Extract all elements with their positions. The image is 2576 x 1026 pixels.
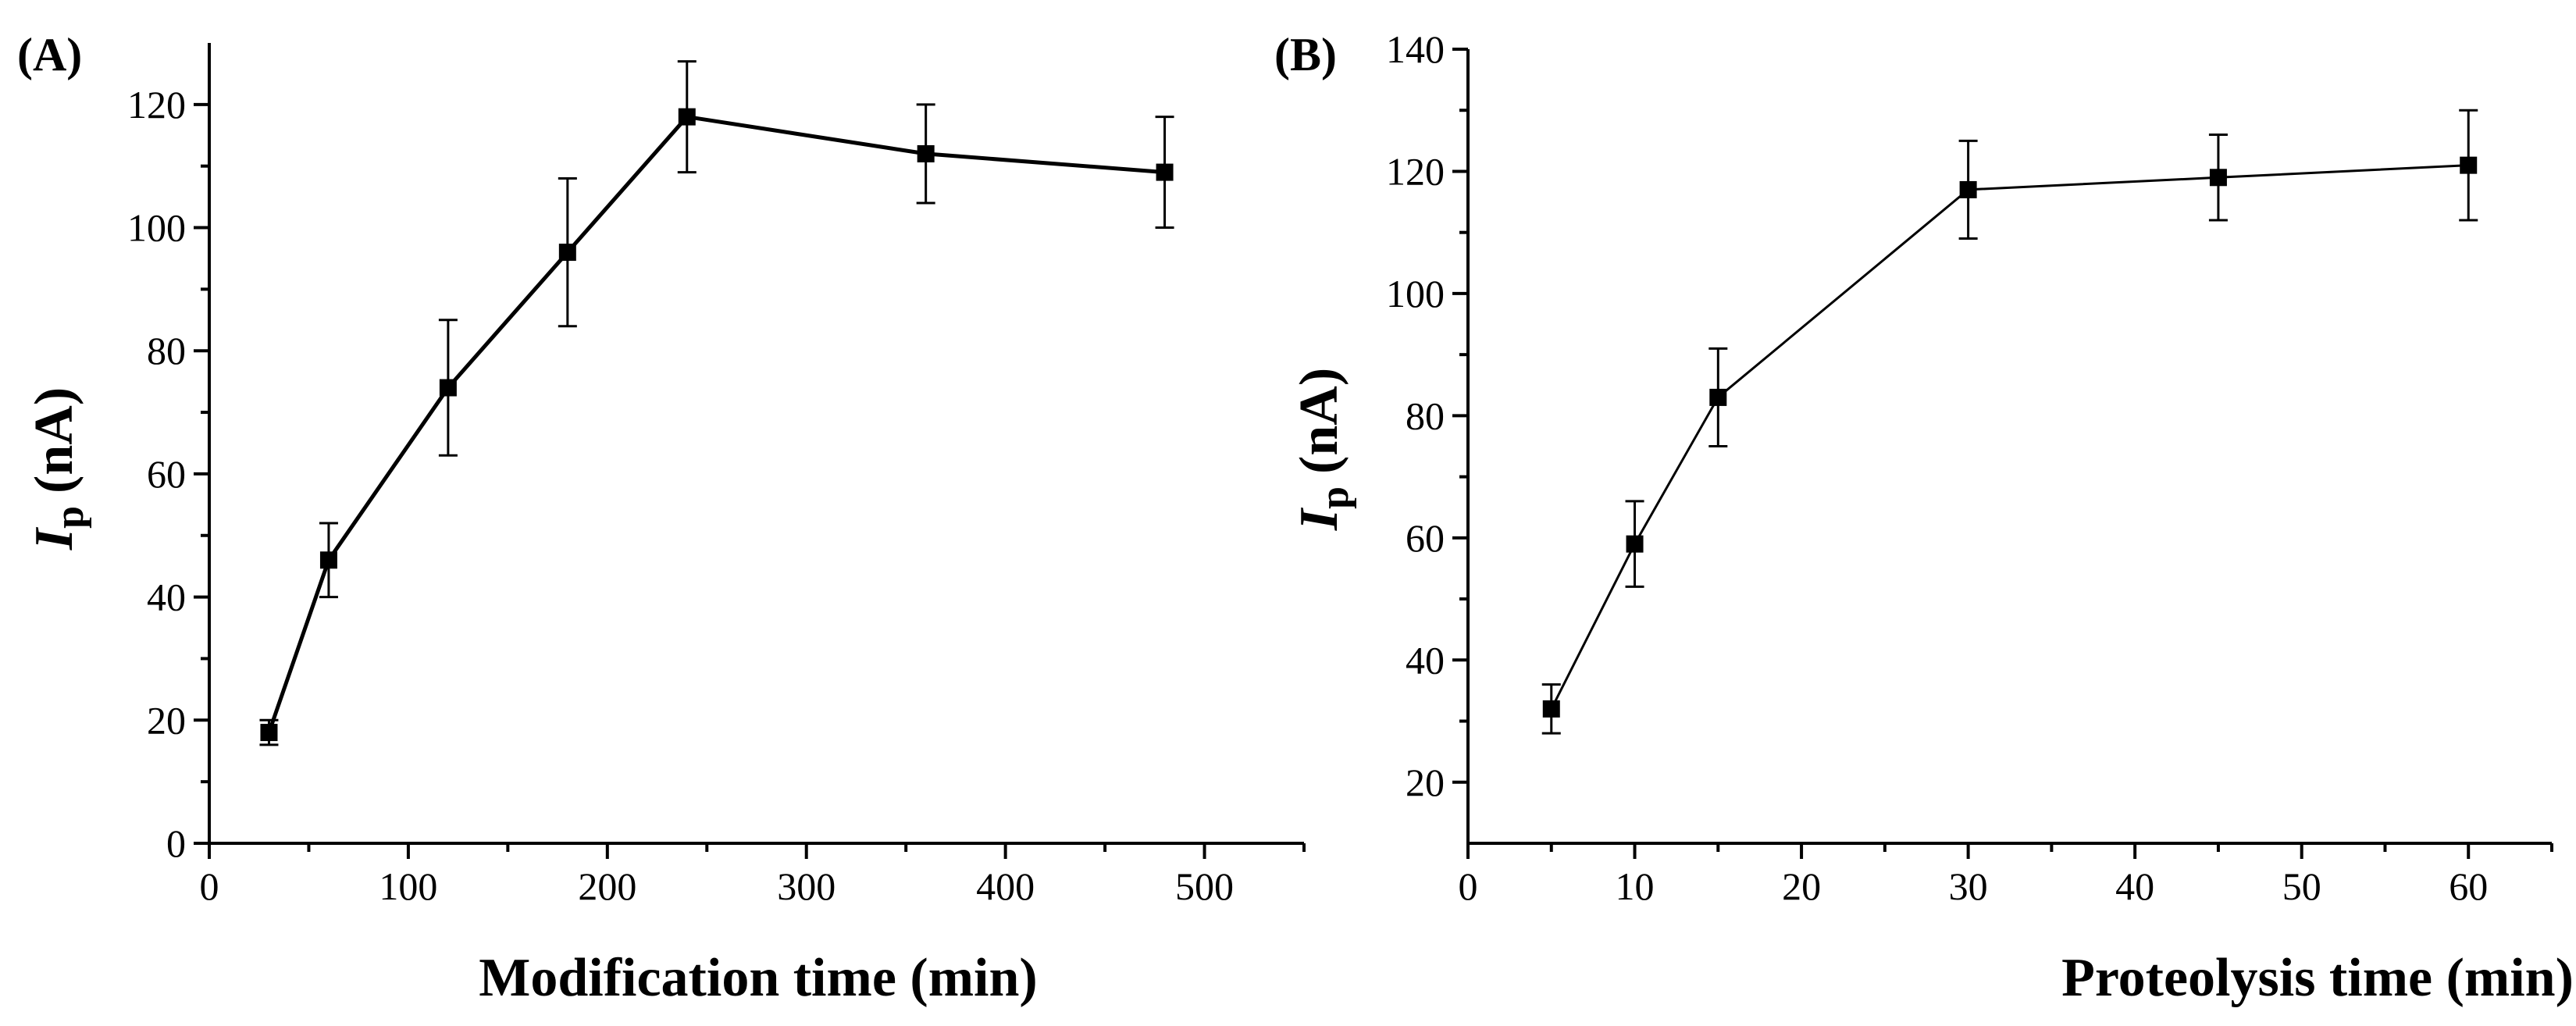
panel-a-y-tick-label: 80 <box>147 329 186 372</box>
panel-b-data-point <box>1542 700 1560 718</box>
panel-b-x-tick-label: 40 <box>2115 864 2154 908</box>
panel-b-label: (B) <box>1274 29 1337 80</box>
panel-b-series-line <box>1550 164 2469 710</box>
panel-a-data-point <box>439 379 457 397</box>
panel-b-x-tick-label: 50 <box>2282 864 2321 908</box>
panel-a-x-tick-label: 0 <box>200 864 219 908</box>
panel-a-y-tick-label: 0 <box>166 821 186 865</box>
panel-a-y-axis-title-main: I <box>24 526 84 550</box>
panel-a-y-axis-title-unit: (nA) <box>24 387 84 493</box>
panel-b-data-point <box>2209 169 2227 187</box>
panel-a-y-axis-title-sub: p <box>48 506 92 529</box>
panel-a-y-tick-label: 20 <box>147 698 186 742</box>
panel-b-x-axis-title: Proteolysis time (min) <box>2061 948 2574 1008</box>
panel-a-series-line <box>267 114 1165 733</box>
panel-b-x-tick-label: 30 <box>1949 864 1988 908</box>
panel-a: (A) Modification time (min) Ip (nA) 0 100 2… <box>17 29 1306 1008</box>
panel-b: (B) Proteolysis time (min) Ip (nA) 0 10 20 3… <box>1274 27 2574 1008</box>
panel-a-data-point <box>319 551 337 569</box>
panel-b-y-tick-label: 120 <box>1386 149 1445 193</box>
panel-b-y-tick-label: 100 <box>1386 272 1445 315</box>
panel-a-data-point <box>1156 163 1174 181</box>
panel-b-y-tick-label: 140 <box>1386 27 1445 71</box>
panel-b-y-tick-label: 20 <box>1406 761 1445 804</box>
panel-a-y-tick-label: 60 <box>147 452 186 496</box>
panel-b-y-tick-label: 40 <box>1406 638 1445 682</box>
panel-a-y-axis-title: Ip (nA) <box>24 387 92 550</box>
panel-b-x-tick-label: 10 <box>1616 864 1655 908</box>
panel-b-y-tick-label: 80 <box>1406 394 1445 437</box>
panel-b-x-tick-label: 0 <box>1459 864 1478 908</box>
panel-a-x-tick-label: 200 <box>578 864 636 908</box>
panel-b-y-tick-label: 60 <box>1406 516 1445 560</box>
panel-b-y-axis-title: Ip (nA) <box>1289 368 1357 531</box>
panel-a-data-point <box>260 724 278 742</box>
panel-a-y-tick-label: 120 <box>127 83 186 126</box>
panel-b-y-axis-title-main: I <box>1289 507 1349 531</box>
panel-a-x-tick-label: 300 <box>777 864 836 908</box>
panel-b-x-tick-label: 20 <box>1782 864 1821 908</box>
panel-b-y-axis-title-sub: p <box>1313 486 1357 509</box>
panel-a-y-tick-label: 40 <box>147 575 186 619</box>
panel-b-y-axis-title-unit: (nA) <box>1289 368 1349 474</box>
panel-b-plot-area: 0 10 20 30 40 50 60 20 40 60 80 100 120 140 <box>1386 27 2553 908</box>
panel-a-x-tick-label: 500 <box>1175 864 1234 908</box>
panel-a-x-tick-label: 400 <box>976 864 1035 908</box>
panel-a-x-tick-label: 100 <box>379 864 437 908</box>
panel-a-label: (A) <box>17 29 82 80</box>
panel-b-data-point <box>2460 156 2478 174</box>
panel-a-x-axis-title: Modification time (min) <box>479 948 1037 1008</box>
panel-a-data-point <box>917 144 935 162</box>
panel-b-data-point <box>1709 388 1727 406</box>
panel-a-data-point <box>678 108 696 126</box>
panel-b-data-point <box>1626 535 1644 553</box>
panel-b-data-point <box>1959 180 1977 198</box>
panel-b-x-tick-label: 60 <box>2449 864 2488 908</box>
panel-a-data-point <box>558 244 576 262</box>
panel-a-plot-area: 0 100 200 300 400 500 0 20 40 60 80 100 120 <box>127 43 1306 908</box>
panel-a-y-tick-label: 100 <box>127 206 186 250</box>
